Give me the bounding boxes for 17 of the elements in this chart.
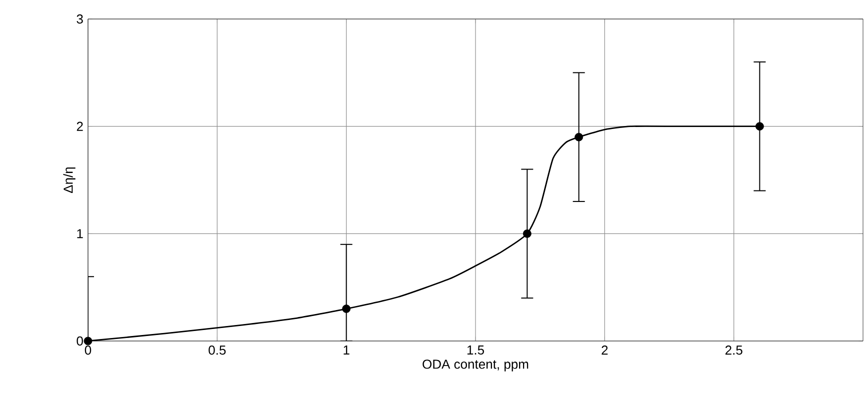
x-tick-label: 1 bbox=[344, 346, 350, 354]
y-tick-label: 3 bbox=[76, 14, 83, 24]
point bbox=[342, 304, 351, 313]
x-tick-label: 2 bbox=[602, 346, 608, 355]
x-axis-title: ODA content, ppm bbox=[422, 360, 528, 372]
point bbox=[574, 132, 584, 142]
y-tick-label: 0 bbox=[76, 336, 83, 346]
x-tick-label: 0.5 bbox=[208, 346, 226, 355]
point bbox=[755, 122, 764, 131]
y-tick-label: 1 bbox=[77, 229, 83, 238]
point bbox=[522, 229, 532, 238]
x-tick-label: 1.5 bbox=[467, 346, 484, 355]
y-tick-label: 2 bbox=[76, 122, 83, 131]
point bbox=[84, 336, 92, 346]
y-axis-title: Δη/η bbox=[63, 167, 76, 193]
x-tick-label: 2.5 bbox=[725, 346, 742, 355]
x-tick-label: 0 bbox=[84, 346, 92, 355]
